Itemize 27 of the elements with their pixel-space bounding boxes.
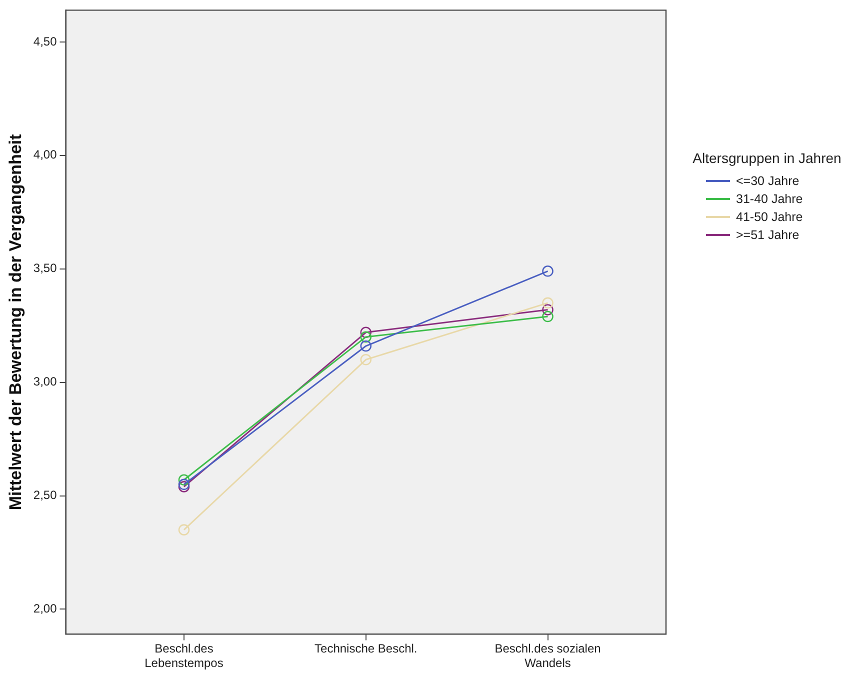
y-tick-label: 3,00 <box>33 374 58 389</box>
point <box>360 340 372 352</box>
point <box>178 481 190 492</box>
point <box>360 331 372 343</box>
y-axis-title: Mittelwert der Bewertung in der Vergangenheit <box>6 134 25 510</box>
point <box>360 326 372 338</box>
y-tick-label: 3,50 <box>33 261 58 276</box>
legend-label: 41-50 Jahre <box>736 210 803 224</box>
point <box>178 478 190 490</box>
point <box>542 304 554 316</box>
point <box>178 474 190 486</box>
point <box>542 297 554 309</box>
y-tick-label: 2,50 <box>33 488 58 502</box>
x-tick-label: Beschl.des Lebenstempos <box>144 642 224 670</box>
legend-label: >=51 Jahre <box>736 228 800 242</box>
y-tick-label: 4,50 <box>33 34 58 48</box>
point <box>360 354 372 366</box>
legend-label: 31-40 Jahre <box>736 192 803 206</box>
x-tick-label: Technische Beschl. <box>314 642 418 656</box>
x-tick-label: Beschl.des sozialen Wandels <box>494 642 601 670</box>
y-tick-label: 2,00 <box>33 602 58 616</box>
point <box>178 524 190 536</box>
point <box>542 310 554 322</box>
legend-label: <=30 Jahre <box>736 174 800 188</box>
y-tick-label: 4,00 <box>33 148 58 162</box>
point <box>542 265 554 277</box>
legend-title: Altersgruppen in Jahren <box>692 150 842 166</box>
